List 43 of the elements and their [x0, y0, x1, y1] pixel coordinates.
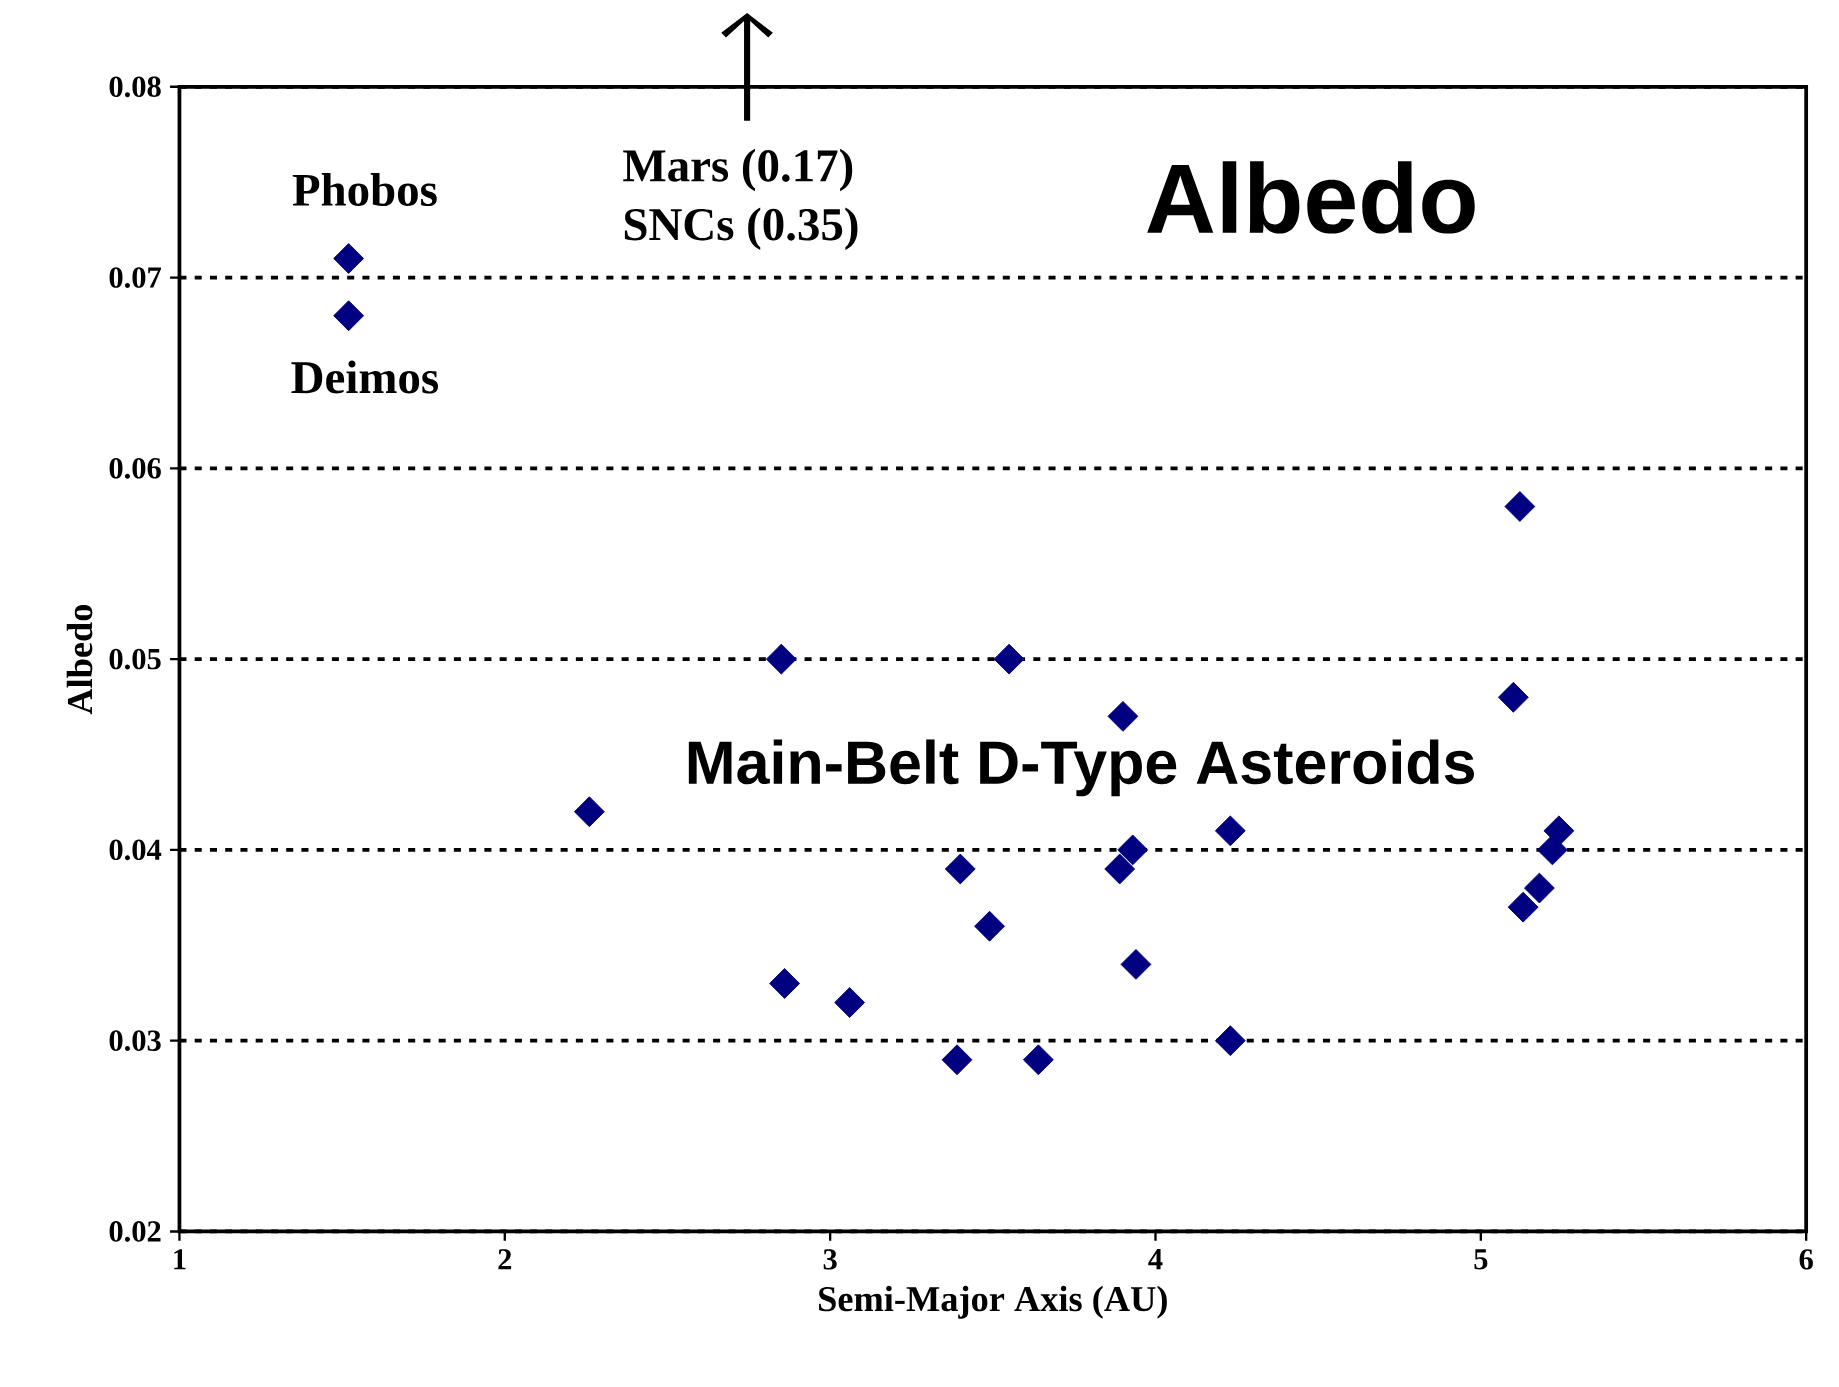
annotation: Phobos [292, 172, 437, 206]
point [834, 986, 866, 1018]
y-tick-label: 0.06 [109, 457, 161, 479]
point [1507, 891, 1539, 923]
point [941, 1044, 973, 1075]
point [1497, 681, 1529, 713]
annotation: SNCs (0.35) [624, 207, 858, 250]
point [1523, 872, 1555, 904]
point [1117, 834, 1149, 866]
x-axis-title: Semi-Major Axis (AU) [819, 1285, 1167, 1319]
y-axis-title: Albedo [66, 604, 93, 715]
x-tick-label: 4 [1148, 1248, 1163, 1269]
point [993, 643, 1025, 675]
y-tick-label: 0.03 [109, 1030, 161, 1051]
point [769, 967, 800, 999]
y-tick-label: 0.07 [109, 267, 162, 288]
y-tick-label: 0.04 [109, 839, 162, 861]
y-tick-label: 0.05 [109, 648, 161, 670]
point [765, 643, 797, 675]
point [573, 796, 605, 827]
annotation: Deimos [291, 360, 439, 394]
x-tick-label: 1 [174, 1248, 186, 1270]
point [1537, 834, 1568, 866]
point [1107, 700, 1139, 732]
y-tick-label: 0.08 [109, 76, 161, 97]
point [1504, 490, 1536, 522]
point [1022, 1044, 1054, 1075]
annotation: Main-Belt D-Type Asteroids [688, 739, 1474, 797]
x-tick-label: 6 [1799, 1248, 1813, 1270]
text: Albedo [1147, 161, 1475, 234]
x-tick-label: 5 [1474, 1248, 1488, 1270]
x-tick-label: 2 [498, 1248, 512, 1270]
point [1104, 853, 1136, 885]
point [333, 242, 365, 274]
y-tick-label: 0.02 [109, 1220, 161, 1242]
point [974, 910, 1005, 942]
point [1214, 1025, 1246, 1056]
annotation: Mars (0.17) [623, 148, 853, 192]
point [1214, 815, 1246, 846]
point [944, 853, 976, 885]
point [333, 300, 365, 331]
x-tick-label: 3 [823, 1248, 837, 1270]
point [1120, 948, 1152, 980]
